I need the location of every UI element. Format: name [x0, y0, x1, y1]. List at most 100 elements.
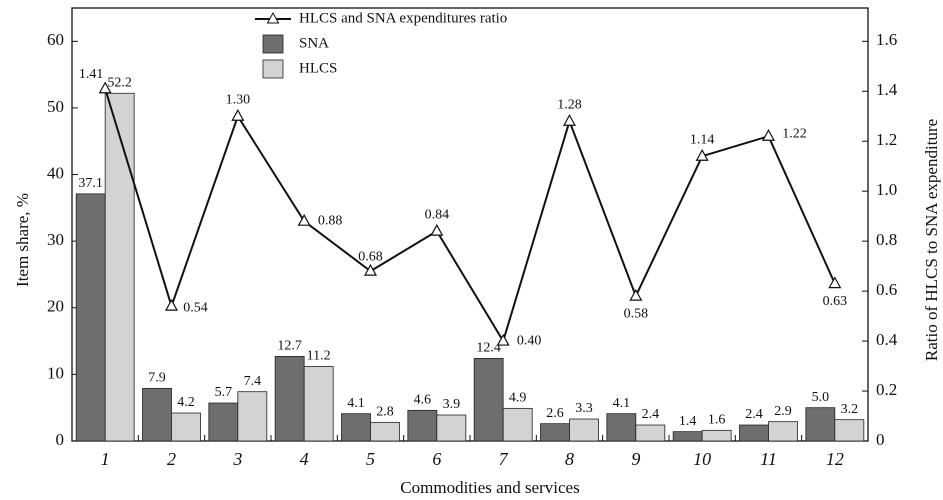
bar: [171, 412, 201, 442]
x-tick-label: 9: [631, 449, 640, 469]
bar-value-label: 12.4: [476, 341, 501, 356]
y-tick-label: 40: [47, 163, 64, 182]
bar-value-label: 1.4: [679, 414, 697, 429]
bar: [834, 419, 865, 442]
y2-axis-label: Ratio of HLCS to SNA expenditure: [922, 119, 941, 361]
legend-swatch: [262, 59, 284, 79]
bar: [739, 424, 769, 442]
bar: [303, 365, 334, 442]
line-value-label: 1.22: [782, 126, 807, 141]
legend-label: HLCS: [299, 60, 337, 76]
bar-value-label: 4.9: [509, 391, 527, 406]
line-value-label: 0.40: [517, 333, 542, 348]
ratio-marker: [164, 298, 179, 311]
x-tick-label: 7: [499, 449, 509, 469]
line-value-label: 0.84: [425, 207, 450, 222]
bar-value-label: 5.0: [812, 390, 830, 405]
bar: [635, 424, 666, 442]
y-tick-label: 30: [47, 230, 64, 249]
legend-label: SNA: [299, 35, 329, 51]
bar: [274, 355, 305, 442]
bar: [502, 407, 533, 442]
x-tick-label: 1: [101, 449, 110, 469]
line-value-label: 0.63: [823, 294, 848, 309]
bar-value-label: 4.1: [347, 396, 365, 411]
y2-tick-label: 0.4: [876, 330, 898, 349]
bar-value-label: 37.1: [78, 176, 103, 191]
line-value-label: 1.28: [557, 97, 582, 112]
ratio-marker: [297, 213, 311, 226]
bar: [569, 418, 599, 442]
x-axis-label: Commodities and services: [400, 478, 579, 497]
bar: [540, 423, 570, 442]
bar: [75, 193, 106, 442]
bar-value-label: 3.2: [841, 402, 859, 417]
plot-frame: [71, 7, 869, 442]
bar: [701, 429, 732, 442]
bar: [208, 402, 239, 442]
legend-swatch: [262, 34, 284, 54]
y2-tick-label: 0: [876, 430, 885, 449]
y-tick-label: 10: [47, 363, 64, 382]
bar: [436, 414, 467, 442]
y2-tick-label: 0.6: [876, 280, 897, 299]
bar: [473, 357, 504, 442]
bar-value-label: 4.6: [414, 393, 432, 408]
y-axis-label: Item share, %: [13, 193, 32, 287]
y-tick-label: 20: [47, 297, 64, 316]
bar-value-label: 7.4: [244, 374, 262, 389]
ratio-marker: [761, 128, 776, 141]
y-tick-label: 50: [47, 97, 64, 116]
legend-label: HLCS and SNA expenditures ratio: [299, 10, 507, 26]
bar-value-label: 52.2: [107, 75, 132, 90]
bar-value-label: 3.9: [443, 397, 461, 412]
ratio-marker: [629, 288, 643, 301]
ratio-line: [104, 88, 836, 344]
bar-value-label: 7.9: [148, 371, 166, 386]
y-tick-label: 60: [47, 30, 64, 49]
y2-tick-label: 1.0: [876, 180, 897, 199]
bar-value-label: 2.9: [774, 404, 792, 419]
line-value-label: 0.58: [624, 306, 649, 321]
bar: [606, 413, 637, 442]
bar: [341, 413, 371, 442]
x-tick-label: 11: [760, 449, 777, 469]
bar-value-label: 3.3: [575, 401, 593, 416]
line-value-label: 1.30: [226, 92, 251, 107]
x-tick-label: 5: [366, 449, 375, 469]
x-tick-label: 10: [693, 449, 711, 469]
bar-value-label: 2.4: [642, 407, 660, 422]
x-tick-label: 3: [232, 449, 242, 469]
legend-marker: [266, 11, 280, 24]
bar: [370, 421, 400, 442]
ratio-marker: [430, 223, 444, 236]
x-tick-label: 8: [565, 449, 574, 469]
bar: [104, 92, 135, 442]
x-tick-label: 12: [826, 449, 844, 469]
bar-value-label: 2.8: [376, 405, 394, 420]
line-value-label: 1.41: [79, 67, 104, 82]
ratio-marker: [363, 263, 378, 276]
bar: [237, 391, 268, 442]
bar: [672, 431, 703, 442]
line-value-label: 1.14: [690, 132, 715, 147]
ratio-marker: [695, 148, 709, 161]
bar-value-label: 5.7: [215, 385, 233, 400]
ratio-marker: [828, 276, 842, 289]
bar-value-label: 2.4: [745, 407, 763, 422]
bar: [805, 407, 836, 442]
bar-value-label: 2.6: [546, 406, 564, 421]
y2-tick-label: 0.2: [876, 380, 897, 399]
bar-value-label: 1.6: [708, 413, 726, 428]
ratio-marker: [496, 333, 510, 346]
bar: [768, 421, 798, 442]
bar: [407, 409, 438, 442]
y2-tick-label: 1.4: [876, 80, 898, 99]
bar-value-label: 4.1: [613, 396, 631, 411]
ratio-marker: [562, 113, 577, 126]
bar-value-label: 12.7: [277, 339, 302, 354]
y-tick-label: 0: [56, 430, 65, 449]
x-tick-label: 4: [300, 449, 309, 469]
line-value-label: 0.88: [318, 213, 343, 228]
